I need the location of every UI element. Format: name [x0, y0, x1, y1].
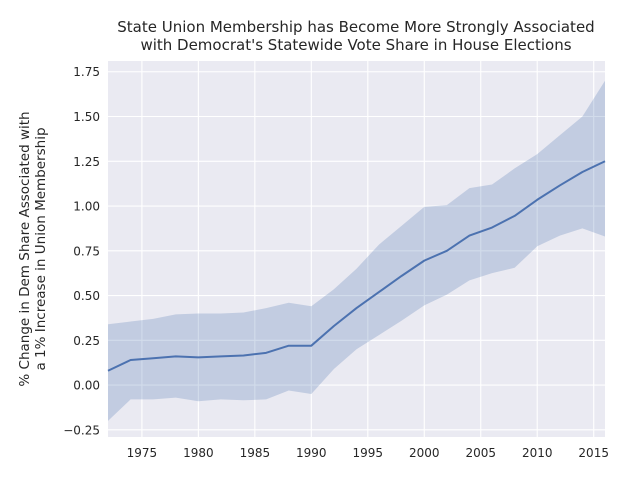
- x-tick-label: 2000: [409, 446, 440, 460]
- x-tick-label: 1990: [296, 446, 327, 460]
- y-tick-label: 0.75: [73, 244, 100, 258]
- confidence-band: [108, 80, 605, 421]
- y-tick-label: 1.25: [73, 155, 100, 169]
- x-tick-label: 1980: [183, 446, 214, 460]
- x-tick-label: 2015: [578, 446, 609, 460]
- x-tick-label: 2005: [465, 446, 496, 460]
- x-axis-ticks: 1975 1980 1985 1990 1995 2000 2005 2010 2015: [127, 446, 609, 460]
- chart-title-line: with Democrat's Statewide Vote Share in …: [140, 36, 571, 54]
- y-axis-ticks: −0.25 0.00 0.25 0.50 0.75 1.00 1.25 1.50 1.75: [63, 65, 100, 437]
- chart-title: State Union Membership has Become More S…: [117, 18, 594, 54]
- y-axis-label-line: a 1% Increase in Union Membership: [33, 127, 49, 370]
- y-tick-label: 1.00: [73, 200, 100, 214]
- x-tick-label: 1975: [127, 446, 158, 460]
- y-tick-label: 0.00: [73, 379, 100, 393]
- y-tick-label: 1.50: [73, 110, 100, 124]
- x-tick-label: 1995: [353, 446, 384, 460]
- plot-area: [108, 61, 605, 437]
- y-tick-label: −0.25: [63, 423, 100, 437]
- y-tick-label: 0.50: [73, 289, 100, 303]
- y-axis-label-line: % Change in Dem Share Associated with: [17, 111, 33, 386]
- series-line: [107, 160, 606, 372]
- y-tick-label: 0.25: [73, 334, 100, 348]
- x-tick-label: 1985: [240, 446, 271, 460]
- x-tick-label: 2010: [522, 446, 553, 460]
- y-tick-label: 1.75: [73, 65, 100, 79]
- grid: [108, 61, 605, 437]
- y-axis-label: % Change in Dem Share Associated with a 1…: [17, 111, 49, 386]
- chart-title-line: State Union Membership has Become More S…: [117, 18, 594, 36]
